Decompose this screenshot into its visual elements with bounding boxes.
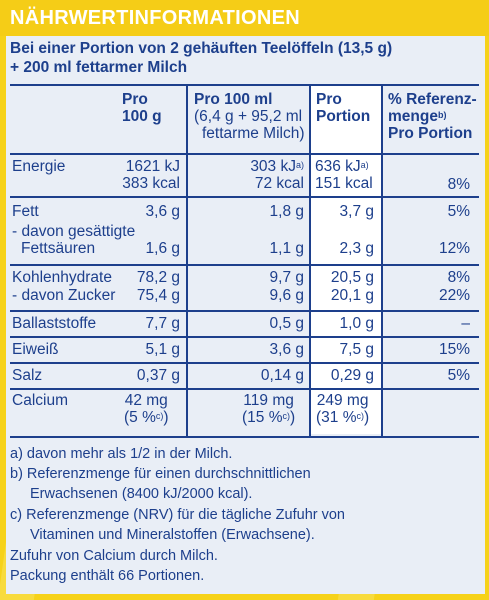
table-bottom-rule [10,436,479,438]
ballaststoffe-per-portion: 1,0 g [339,315,374,332]
row-label-fett: Fett [12,203,39,220]
row-rule [10,362,479,364]
calcium-per100g: 42 mg (5 %c)) [124,392,169,426]
zucker-reference: 22% [438,287,470,304]
table-top-rule [10,84,479,86]
calcium-per-portion: 249 mg (31 %c)) [316,392,370,426]
col-header-pro100g: Pro 100 g [122,91,162,125]
fett-per100g: 3,6 g [145,203,180,220]
zucker-per-portion: 20,1 g [330,287,374,304]
portion-description-line1: Bei einer Portion von 2 gehäuften Teelöf… [10,40,393,57]
row-rule [10,336,479,338]
energie-per-portion: 636 kJa) 151 kcal [315,158,373,192]
col-header-pro100ml: Pro 100 ml (6,4 g + 95,2 ml fettarme Mil… [194,91,305,142]
row-label-kohlenhydrate: Kohlenhydrate [12,269,112,286]
row-label-ballaststoffe: Ballaststoffe [12,315,97,332]
footnote-a: a) davon mehr als 1/2 in der Milch. [10,446,233,462]
row-rule [10,310,479,312]
portion-description-line2: + 200 ml fettarmer Milch [10,59,188,76]
fett-per100ml: 1,8 g [269,203,304,220]
eiweiss-per100g: 5,1 g [145,341,180,358]
column-divider [309,84,311,436]
kohlenhydrate-per100ml: 9,7 g [269,269,304,286]
zucker-per100g: 75,4 g [136,287,180,304]
row-label-calcium: Calcium [12,392,68,409]
energie-per100g: 1621 kJ 383 kcal [122,158,180,192]
footnote-b-line2: Erwachsenen (8400 kJ/2000 kcal). [30,486,253,502]
eiweiss-per-portion: 7,5 g [339,341,374,358]
salz-reference: 5% [447,367,470,384]
col-header-reference: % Referenz- mengeb) Pro Portion [388,91,477,142]
gesaettigte-per100g: 1,6 g [145,240,180,257]
footnote-calcium: Zufuhr von Calcium durch Milch. [10,548,218,564]
ballaststoffe-reference: – [461,315,470,332]
salz-per-portion: 0,29 g [330,367,374,384]
row-label-salz: Salz [12,367,43,384]
nutrition-panel [6,36,485,594]
portion-description: Bei einer Portion von 2 gehäuften Teelöf… [10,39,480,77]
footnote-package: Packung enthält 66 Portionen. [10,568,205,584]
header-bar: NÄHRWERTINFORMATIONEN [0,0,489,36]
footnote-c-line1: c) Referenzmenge (NRV) für die tägliche … [10,507,345,523]
ballaststoffe-per100ml: 0,5 g [269,315,304,332]
portion-column-highlight [309,86,381,434]
row-rule [10,196,479,198]
energie-per100ml: 303 kJa) 72 kcal [250,158,304,192]
footnote-b-line1: b) Referenzmenge für einen durchschnittl… [10,466,311,482]
row-label-gesaettigte: - davon gesättigte Fettsäuren [12,223,136,257]
row-label-zucker: - davon Zucker [12,287,116,304]
salz-per100g: 0,37 g [136,367,180,384]
fett-per-portion: 3,7 g [339,203,374,220]
kohlenhydrate-reference: 8% [447,269,470,286]
column-divider [186,84,188,436]
gesaettigte-per-portion: 2,3 g [339,240,374,257]
energie-reference: 8% [447,176,470,193]
ballaststoffe-per100g: 7,7 g [145,315,180,332]
zucker-per100ml: 9,6 g [269,287,304,304]
kohlenhydrate-per-portion: 20,5 g [330,269,374,286]
fett-reference: 5% [447,203,470,220]
row-rule [10,264,479,266]
gesaettigte-reference: 12% [438,240,470,257]
footnote-c-line2: Vitaminen und Mineralstoffen (Erwachsene… [30,527,315,543]
eiweiss-per100ml: 3,6 g [269,341,304,358]
kohlenhydrate-per100g: 78,2 g [136,269,180,286]
calcium-per100ml: 119 mg (15 %c)) [242,392,296,426]
header-rule [10,153,479,155]
eiweiss-reference: 15% [438,341,470,358]
page-title: NÄHRWERTINFORMATIONEN [10,7,300,29]
row-rule [10,388,479,390]
row-label-energie: Energie [12,158,66,175]
salz-per100ml: 0,14 g [260,367,304,384]
row-label-eiweiss: Eiweiß [12,341,59,358]
col-header-portion: Pro Portion [316,91,371,125]
gesaettigte-per100ml: 1,1 g [269,240,304,257]
column-divider [381,84,383,436]
